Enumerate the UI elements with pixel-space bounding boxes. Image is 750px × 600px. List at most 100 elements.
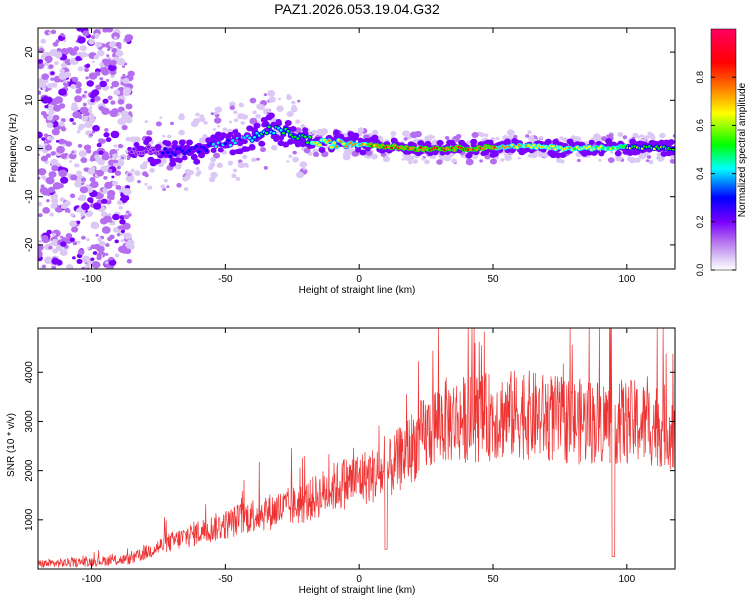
heatmap-cells <box>38 28 675 269</box>
heatmap-cell <box>184 174 191 180</box>
heatmap-cell <box>286 160 290 163</box>
heatmap-cell <box>95 84 102 91</box>
heatmap-cell <box>127 173 132 177</box>
heatmap-cell <box>72 241 78 246</box>
heatmap-cell <box>42 207 51 214</box>
heatmap-cell <box>332 129 340 136</box>
heatmap-cell <box>126 157 131 161</box>
heatmap-cell <box>551 145 555 148</box>
heatmap-cell <box>50 77 54 81</box>
heatmap-cell <box>88 72 98 80</box>
heatmap-cell <box>44 144 53 151</box>
heatmap-cell <box>77 143 83 148</box>
heatmap-cell <box>107 168 113 173</box>
heatmap-cell <box>82 215 86 219</box>
heatmap-cell <box>50 151 56 156</box>
heatmap-cell <box>638 152 647 160</box>
heatmap-cell <box>69 117 75 122</box>
heatmap-cell <box>93 202 102 210</box>
heatmap-cell <box>159 116 163 120</box>
heatmap-cell <box>559 152 567 159</box>
heatmap-cell <box>84 67 89 72</box>
heatmap-cell <box>402 153 407 157</box>
heatmap-cell <box>110 130 120 139</box>
heatmap-cell <box>303 147 311 154</box>
heatmap-cell <box>302 167 306 171</box>
spectrogram-y-label: Frequency (Hz) <box>8 114 19 183</box>
heatmap-cell <box>290 106 298 113</box>
heatmap-cell <box>390 146 394 150</box>
heatmap-cell <box>99 138 106 144</box>
heatmap-cell <box>41 175 47 180</box>
heatmap-cell <box>50 158 59 166</box>
heatmap-cell <box>87 197 94 203</box>
heatmap-cell <box>41 73 50 81</box>
heatmap-cell <box>46 199 50 203</box>
heatmap-cell <box>299 161 308 168</box>
heatmap-cell <box>124 248 132 255</box>
heatmap-cell <box>86 80 94 87</box>
heatmap-cell <box>84 120 93 129</box>
heatmap-cell <box>179 113 185 118</box>
heatmap-cell <box>41 96 50 104</box>
heatmap-cell <box>365 150 373 156</box>
heatmap-cell <box>110 74 115 79</box>
heatmap-cell <box>210 171 218 179</box>
heatmap-cell <box>69 160 73 163</box>
heatmap-cell <box>93 243 101 250</box>
heatmap-cell <box>71 102 78 108</box>
heatmap-cell <box>99 77 104 81</box>
snr-y-tick-label: 4000 <box>24 361 35 384</box>
heatmap-cell <box>267 112 275 119</box>
heatmap-cell <box>91 130 96 134</box>
heatmap-cell <box>159 157 167 165</box>
heatmap-cell <box>60 62 67 68</box>
heatmap-cell <box>445 156 450 160</box>
heatmap-cell <box>281 131 286 135</box>
heatmap-cell <box>76 240 81 244</box>
heatmap-cell <box>83 144 92 151</box>
heatmap-cell <box>651 136 656 141</box>
heatmap-cell <box>659 132 666 139</box>
heatmap-cell <box>116 57 126 66</box>
heatmap-cell <box>48 64 54 69</box>
heatmap-cell <box>45 176 55 185</box>
heatmap-cell <box>313 151 320 157</box>
heatmap-cell <box>539 136 543 140</box>
heatmap-cell <box>52 182 62 190</box>
heatmap-cell <box>54 96 64 104</box>
heatmap-cell <box>111 32 120 40</box>
heatmap-cell <box>109 109 119 118</box>
heatmap-cell <box>109 257 114 261</box>
heatmap-cell <box>38 144 44 152</box>
heatmap-cell <box>668 139 675 146</box>
heatmap-cell <box>85 212 90 216</box>
heatmap-cell <box>126 210 130 214</box>
spectrogram-y-tick-label: -20 <box>24 237 35 252</box>
heatmap-cell <box>122 87 132 95</box>
heatmap-cell <box>195 112 200 117</box>
heatmap-cell <box>71 150 75 154</box>
heatmap-cell <box>113 144 118 148</box>
heatmap-cell <box>71 76 79 83</box>
heatmap-cell <box>89 133 94 137</box>
heatmap-cell <box>81 235 86 240</box>
heatmap-cell <box>111 80 120 88</box>
heatmap-cell <box>212 127 217 131</box>
spectrogram-y-tick-label: 0 <box>24 145 35 151</box>
heatmap-cell <box>72 111 81 119</box>
heatmap-cell <box>50 71 55 76</box>
heatmap-cell <box>101 69 110 76</box>
heatmap-cell <box>264 131 269 135</box>
heatmap-cell <box>163 147 167 151</box>
heatmap-cell <box>79 106 89 114</box>
heatmap-cell <box>60 176 69 184</box>
heatmap-cell <box>424 135 433 142</box>
heatmap-cell <box>639 134 644 138</box>
heatmap-cell <box>41 85 46 90</box>
heatmap-cell <box>178 139 186 146</box>
heatmap-cell <box>234 132 242 139</box>
heatmap-cell <box>185 139 193 146</box>
